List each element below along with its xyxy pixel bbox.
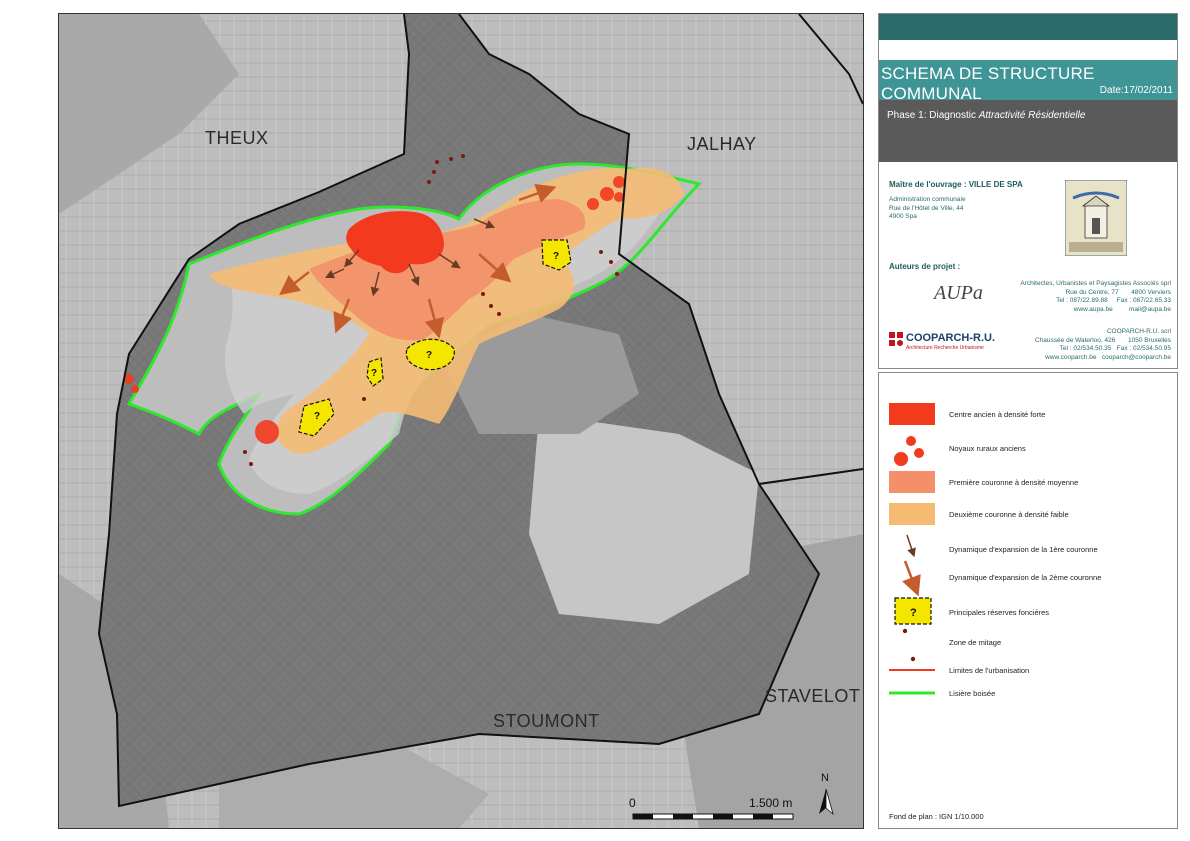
- legend-label-arrow-first: Dynamique d'expansion de la 1ère couronn…: [949, 545, 1098, 554]
- legend-reserve-mark: ?: [910, 607, 917, 619]
- legend-label-second-ring: Deuxième couronne à densité faible: [949, 510, 1069, 519]
- spa-crest-icon: [1065, 180, 1127, 256]
- legend-label-arrow-second: Dynamique d'expansion de la 2ème couronn…: [949, 573, 1102, 582]
- document-date: Date:17/02/2011: [1099, 85, 1173, 96]
- municipal-boundary: [97, 14, 821, 808]
- basemap-note: Fond de plan : IGN 1/10.000: [889, 812, 984, 821]
- aupa-logo: AUPa: [934, 282, 983, 304]
- cooparch-tagline: Architecture Recherche Urbanisme: [906, 345, 984, 351]
- legend-symbol-arrow-first: [906, 534, 916, 558]
- reserve-mark: ?: [426, 350, 432, 361]
- legend-symbol-sprawl: [902, 628, 916, 662]
- legend-label-rural-cores: Noyaux ruraux anciens: [949, 444, 1026, 453]
- map-canvas[interactable]: ? ? ? ?: [59, 14, 863, 828]
- legend-label-old-center: Centre ancien à densité forte: [949, 410, 1046, 419]
- owner-address: Administration communale Rue de l'Hôtel …: [889, 196, 966, 220]
- reserve-mark: ?: [553, 251, 559, 262]
- rural-cores: [124, 176, 625, 444]
- reserve-mark: ?: [371, 368, 377, 379]
- label-jalhay: JALHAY: [687, 134, 757, 154]
- cooparch-logo: COOPARCH-R.U.: [906, 332, 996, 344]
- title-bar: SCHEMA DE STRUCTURE COMMUNAL Date:17/02/…: [879, 60, 1177, 103]
- phase-text: Phase 1: Diagnostic Attractivité Résiden…: [887, 110, 1086, 121]
- legend-symbol-rural-cores: [894, 436, 924, 466]
- north-arrow-icon: [819, 788, 834, 816]
- legend-symbol-first-ring: [889, 471, 935, 493]
- label-theux: THEUX: [205, 128, 269, 148]
- cooparch-info: COOPARCH-R.U. scrl Chaussée de Waterloo,…: [1035, 328, 1171, 361]
- north-label: N: [821, 772, 829, 784]
- legend-label-forest-edge: Lisière boisée: [949, 689, 996, 698]
- land-reserves: [298, 239, 572, 437]
- legend-panel: ? Centre ancien à densité forte Noyaux r…: [878, 372, 1178, 829]
- sprawl-dots: [243, 154, 619, 466]
- title-panel: SCHEMA DE STRUCTURE COMMUNAL Date:17/02/…: [878, 13, 1178, 369]
- first-ring-area: [309, 199, 586, 341]
- legend-label-first-ring: Première couronne à densité moyenne: [949, 478, 1079, 487]
- expansion-arrows-first: [324, 218, 496, 297]
- legend-symbol-arrow-second: [902, 560, 921, 597]
- scale-end: 1.500 m: [749, 796, 793, 810]
- label-stoumont: STOUMONT: [493, 711, 600, 731]
- scale-start: 0: [629, 796, 636, 810]
- legend-label-reserve: Principales réserves foncières: [949, 608, 1050, 617]
- legend-symbol-second-ring: [889, 503, 935, 525]
- owner-heading: Maître de l'ouvrage : VILLE DE SPA: [889, 180, 1023, 189]
- legend-symbols: ?: [889, 403, 935, 695]
- phase-bar: Phase 1: Diagnostic Attractivité Résiden…: [879, 100, 1177, 162]
- document-title: SCHEMA DE STRUCTURE COMMUNAL: [881, 64, 1095, 103]
- legend-label-sprawl: Zone de mitage: [949, 638, 1002, 647]
- scale-bar: [632, 813, 794, 820]
- old-center-area: [346, 211, 444, 274]
- reserve-mark: ?: [314, 411, 320, 422]
- authors-heading: Auteurs de projet :: [889, 262, 961, 271]
- label-stavelot: STAVELOT: [765, 686, 861, 706]
- expansion-arrows-second: [279, 183, 557, 339]
- aupa-info: Architectes, Urbanistes et Paysagistes A…: [1020, 280, 1171, 313]
- legend-symbol-old-center: [889, 403, 935, 425]
- cooparch-logo-icon: [889, 332, 903, 346]
- map-panel[interactable]: ? ? ? ? THE: [58, 13, 864, 829]
- reserve-marks: ? ? ? ?: [314, 251, 559, 422]
- title-stripe: [879, 14, 1177, 40]
- legend-label-urban-limit: Limites de l'urbanisation: [949, 666, 1030, 675]
- legend-symbol-reserve: [894, 597, 932, 625]
